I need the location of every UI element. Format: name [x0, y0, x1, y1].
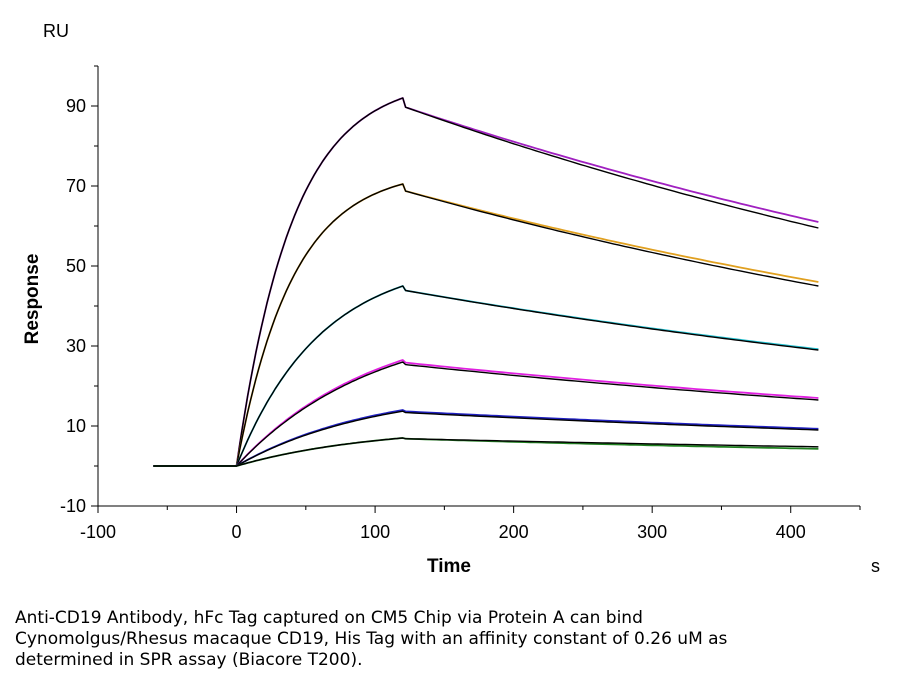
- y-tick-label: 10: [66, 416, 86, 436]
- y-tick-label: -10: [60, 496, 86, 516]
- x-tick-label: 0: [232, 522, 242, 542]
- series-fit-line-1: [153, 97, 819, 467]
- y-tick-label: 70: [66, 176, 86, 196]
- x-unit-label: s: [871, 556, 880, 576]
- y-axis-title: Response: [22, 254, 43, 345]
- curves: [153, 97, 819, 467]
- x-tick-label: 200: [499, 522, 529, 542]
- figure-caption: Anti-CD19 Antibody, hFc Tag captured on …: [15, 608, 885, 671]
- x-tick-label: -100: [80, 522, 116, 542]
- series-data-line-4: [153, 285, 819, 467]
- series-data-line-2: [153, 183, 819, 467]
- x-tick-label: 400: [776, 522, 806, 542]
- y-tick-label: 90: [66, 96, 86, 116]
- series-fit-line-7: [153, 361, 819, 467]
- y-tick-label: 50: [66, 256, 86, 276]
- x-axis-title: Time: [427, 556, 471, 577]
- x-tick-label: 100: [360, 522, 390, 542]
- series-fit-line-3: [153, 183, 819, 467]
- caption-line-3: determined in SPR assay (Biacore T200).: [15, 650, 363, 670]
- y-unit-label: RU: [43, 21, 69, 41]
- series-fit-line-5: [153, 285, 819, 467]
- caption-line-1: Anti-CD19 Antibody, hFc Tag captured on …: [15, 608, 643, 628]
- series-data-line-6: [153, 359, 819, 467]
- series-data-line-0: [153, 97, 819, 467]
- x-tick-label: 300: [637, 522, 667, 542]
- series-fit-line-9: [153, 410, 819, 467]
- y-tick-label: 30: [66, 336, 86, 356]
- sensorgram-chart: -10 10 30 50 70 90 -100 0 100 200 300 400 RU s Time…: [22, 21, 880, 577]
- axes: -10 10 30 50 70 90 -100 0 100 200 300 400: [60, 65, 861, 542]
- caption-line-2: Cynomolgus/Rhesus macaque CD19, His Tag …: [15, 629, 728, 649]
- series-fit-line-11: [153, 437, 819, 467]
